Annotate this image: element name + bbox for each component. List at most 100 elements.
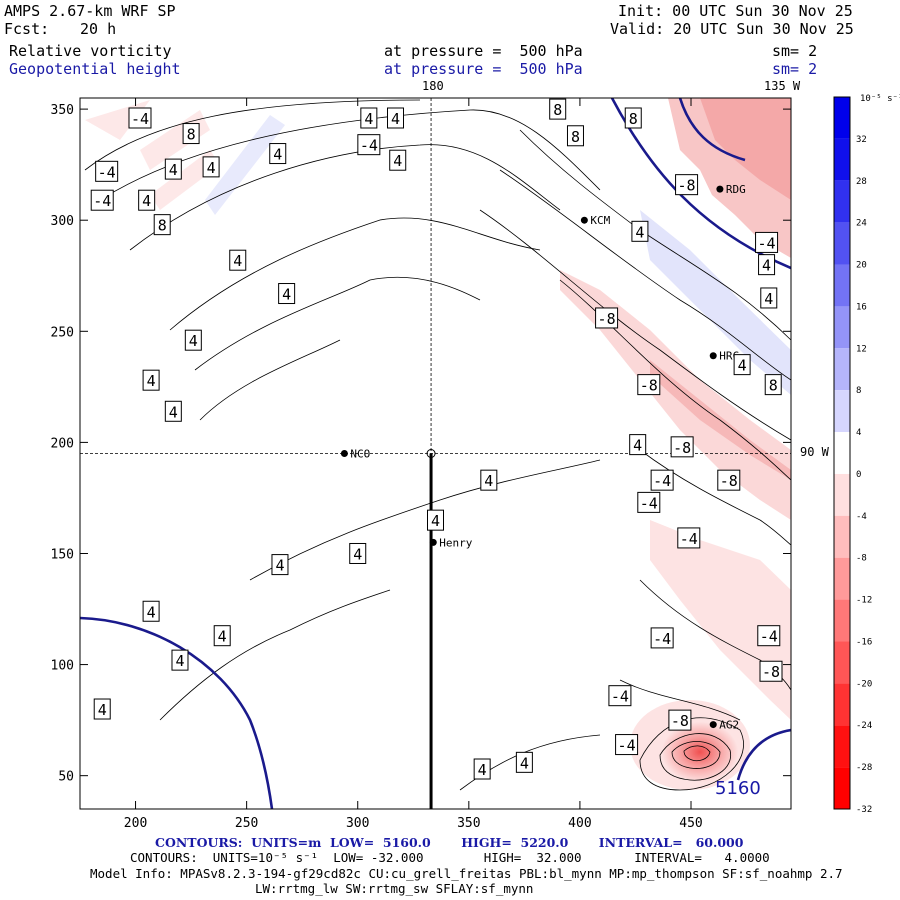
field-name-vorticity: Relative vorticity bbox=[9, 42, 172, 60]
colorbar-tick-label: 0 bbox=[856, 470, 861, 480]
contour-label-box bbox=[142, 600, 160, 622]
contour-label: 4 bbox=[520, 754, 529, 772]
colorbar-bin bbox=[834, 138, 850, 181]
y-tick-label: 50 bbox=[58, 770, 74, 785]
footer-contours-height: CONTOURS: UNITS=m LOW= 5160.0 HIGH= 5220… bbox=[155, 835, 744, 850]
colorbar-bin bbox=[834, 306, 850, 349]
contour-label-box bbox=[473, 758, 491, 780]
colorbar-tick-label: -16 bbox=[856, 637, 872, 647]
field-name-height: Geopotential height bbox=[9, 60, 181, 78]
contour-label-box bbox=[229, 249, 247, 271]
station-marker bbox=[429, 538, 437, 546]
contour-label-box bbox=[650, 469, 674, 491]
contour-label: 4 bbox=[282, 286, 291, 304]
field-smoothing-height: sm= 2 bbox=[772, 60, 818, 78]
model-title: AMPS 2.67-km WRF SP bbox=[4, 2, 176, 20]
contour-label-box bbox=[164, 158, 182, 180]
contour-label: 8 bbox=[769, 377, 778, 395]
station-marker bbox=[709, 721, 717, 729]
contour-label-box bbox=[389, 149, 407, 171]
colorbar-bin bbox=[834, 641, 850, 684]
contour-label: -8 bbox=[762, 663, 780, 681]
contour-label-box bbox=[764, 374, 782, 396]
contour-label: -4 bbox=[360, 137, 378, 155]
colorbar-tick-label: 16 bbox=[856, 302, 867, 312]
contour-label-box bbox=[760, 287, 778, 309]
x-tick-label: 450 bbox=[679, 816, 702, 831]
contour-label-box bbox=[515, 751, 533, 773]
colorbar-tick-label: 24 bbox=[856, 219, 867, 229]
colorbar-bin bbox=[834, 390, 850, 433]
contour-label-box bbox=[427, 509, 444, 531]
contour-label-box bbox=[387, 107, 405, 129]
contour-label-box bbox=[677, 527, 701, 549]
contour-label: 4 bbox=[393, 152, 402, 170]
contour-label-box bbox=[631, 220, 649, 242]
y-tick-label: 100 bbox=[51, 659, 74, 674]
y-tick-label: 300 bbox=[51, 214, 74, 229]
contour-label-box bbox=[566, 125, 584, 147]
contour-label: -4 bbox=[98, 163, 116, 181]
x-tick-label: 350 bbox=[457, 816, 480, 831]
station-label: Henry bbox=[439, 536, 472, 549]
contour-label-box bbox=[615, 734, 639, 756]
contour-label: -8 bbox=[671, 712, 689, 730]
contour-label: -8 bbox=[598, 310, 616, 328]
contour-label: 4 bbox=[391, 110, 400, 128]
x-tick-label: 250 bbox=[235, 816, 258, 831]
contour-label: -4 bbox=[653, 472, 671, 490]
contour-label-box bbox=[624, 107, 642, 129]
field-smoothing-vorticity: sm= 2 bbox=[772, 42, 818, 60]
contour-label-box bbox=[171, 649, 189, 671]
forecast-value: 20 h bbox=[80, 20, 117, 38]
chart-marks: 200 250 300 350 400 450 50 100 150 200 250 300 350 RD… bbox=[51, 98, 791, 831]
station-label: NCO bbox=[350, 448, 370, 461]
y-tick-label: 200 bbox=[51, 436, 74, 451]
colorbar-tick-label: 32 bbox=[856, 135, 867, 145]
contour-label: 4 bbox=[431, 512, 440, 530]
contour-label: 4 bbox=[142, 192, 151, 210]
colorbar-bin bbox=[834, 264, 850, 307]
contour-label-box bbox=[733, 354, 751, 376]
contour-label: 4 bbox=[147, 372, 156, 390]
contour-label-box bbox=[138, 189, 156, 211]
colorbar-bin bbox=[834, 348, 850, 391]
contour-label: 8 bbox=[187, 126, 196, 144]
contour-label: 4 bbox=[233, 252, 242, 270]
field-level-height: at pressure = 500 hPa bbox=[384, 60, 583, 78]
station-label: RDG bbox=[726, 183, 746, 196]
contour-label: 4 bbox=[738, 357, 747, 375]
contour-label-box bbox=[357, 134, 381, 156]
footer-contours-vorticity: CONTOURS: UNITS=10⁻⁵ s⁻¹ LOW= -32.000 HI… bbox=[130, 850, 770, 865]
contour-label: -4 bbox=[93, 192, 111, 210]
colorbar-tick-label: -4 bbox=[856, 512, 867, 522]
x-tick-label: 400 bbox=[568, 816, 591, 831]
height-contour-label: 5160 bbox=[715, 778, 761, 799]
contour-label: -8 bbox=[720, 472, 738, 490]
contour-label: 8 bbox=[629, 110, 638, 128]
contour-label-box bbox=[637, 374, 661, 396]
contour-label-box bbox=[271, 554, 289, 576]
colorbar-tick-label: -32 bbox=[856, 805, 872, 815]
contour-label-box bbox=[480, 469, 498, 491]
colorbar-bin bbox=[834, 683, 850, 726]
contour-label: 8 bbox=[158, 217, 167, 235]
station-label: KCM bbox=[590, 214, 610, 227]
contour-label-box bbox=[128, 107, 152, 129]
contour-label-box bbox=[549, 98, 567, 120]
contour-label: 4 bbox=[478, 761, 487, 779]
contour-label-box bbox=[675, 174, 699, 196]
colorbar-bin bbox=[834, 599, 850, 642]
contour-label-box bbox=[202, 156, 220, 178]
contour-label-box bbox=[650, 627, 674, 649]
lon-label-top-right: 135 W bbox=[764, 79, 801, 93]
contour-label-box bbox=[95, 160, 119, 182]
contour-label-box bbox=[668, 709, 692, 731]
x-tick-label: 200 bbox=[124, 816, 147, 831]
colorbar-tick-label: -20 bbox=[856, 679, 872, 689]
contour-label: 4 bbox=[764, 290, 773, 308]
colorbar-tick-label: 4 bbox=[856, 428, 861, 438]
contour-label-box bbox=[278, 283, 296, 305]
contour-label-box bbox=[269, 143, 287, 165]
